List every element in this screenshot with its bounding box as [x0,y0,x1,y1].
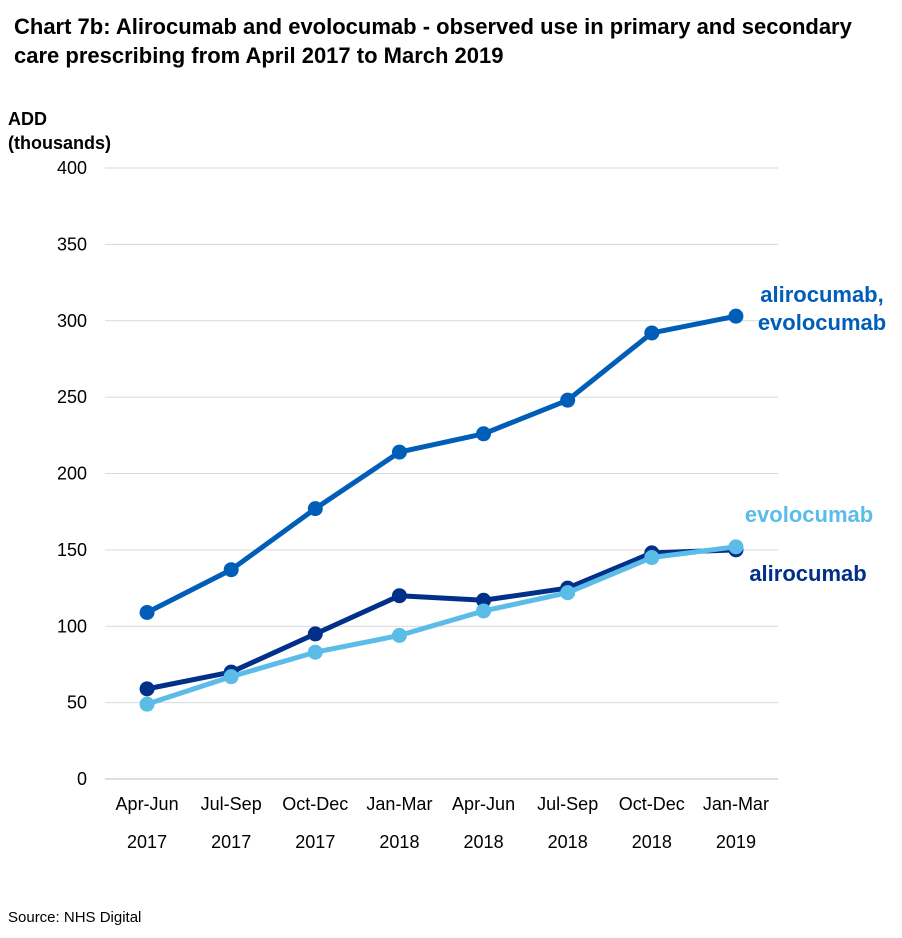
data-point [391,444,407,460]
x-tick-label: Apr-Jun [116,794,179,814]
series-label: evolocumab [758,310,886,335]
y-tick-label: 50 [67,693,87,713]
y-axis-label-line2: (thousands) [8,133,111,153]
x-tick-label-year: 2018 [379,832,419,852]
data-point [139,681,155,697]
data-point [307,626,323,642]
data-point [476,592,492,608]
y-tick-label: 300 [57,311,87,331]
data-point [476,426,492,442]
series-line [144,313,739,616]
data-point [644,325,660,341]
y-tick-label: 350 [57,234,87,254]
x-tick-label: Oct-Dec [619,794,685,814]
series-line [144,544,739,707]
data-point [560,585,576,601]
series-label: evolocumab [745,502,873,527]
x-tick-label: Apr-Jun [452,794,515,814]
x-tick-label-year: 2019 [716,832,756,852]
chart-title: Chart 7b: Alirocumab and evolocumab - ob… [14,14,852,68]
y-axis-label: ADD (thousands) [8,107,111,155]
data-point [728,539,744,555]
x-tick-label-year: 2017 [127,832,167,852]
series-label: alirocumab [749,561,866,586]
data-point [644,550,660,566]
data-point [223,669,239,685]
x-tick-label-year: 2018 [464,832,504,852]
series-label: alirocumab, [760,282,883,307]
y-tick-label: 200 [57,464,87,484]
series-line [144,547,739,692]
data-point [139,696,155,712]
x-tick-label: Jul-Sep [537,794,598,814]
x-tick-label: Jan-Mar [703,794,769,814]
data-point [476,603,492,619]
y-tick-label: 100 [57,616,87,636]
data-point [391,588,407,604]
x-tick-label-year: 2017 [295,832,335,852]
y-axis-label-line1: ADD [8,109,47,129]
data-point [139,605,155,621]
data-point [307,644,323,660]
data-point [307,501,323,517]
y-tick-label: 0 [77,769,87,789]
x-tick-label-year: 2017 [211,832,251,852]
x-tick-label: Jul-Sep [201,794,262,814]
y-tick-label: 150 [57,540,87,560]
x-tick-label: Jan-Mar [366,794,432,814]
data-point [223,562,239,578]
data-point [560,392,576,408]
x-tick-label-year: 2018 [548,832,588,852]
source-note: Source: NHS Digital [8,909,142,926]
x-tick-label: Oct-Dec [282,794,348,814]
y-tick-label: 400 [57,158,87,178]
data-point [728,308,744,324]
x-tick-label-year: 2018 [632,832,672,852]
data-point [391,627,407,643]
y-tick-label: 250 [57,387,87,407]
